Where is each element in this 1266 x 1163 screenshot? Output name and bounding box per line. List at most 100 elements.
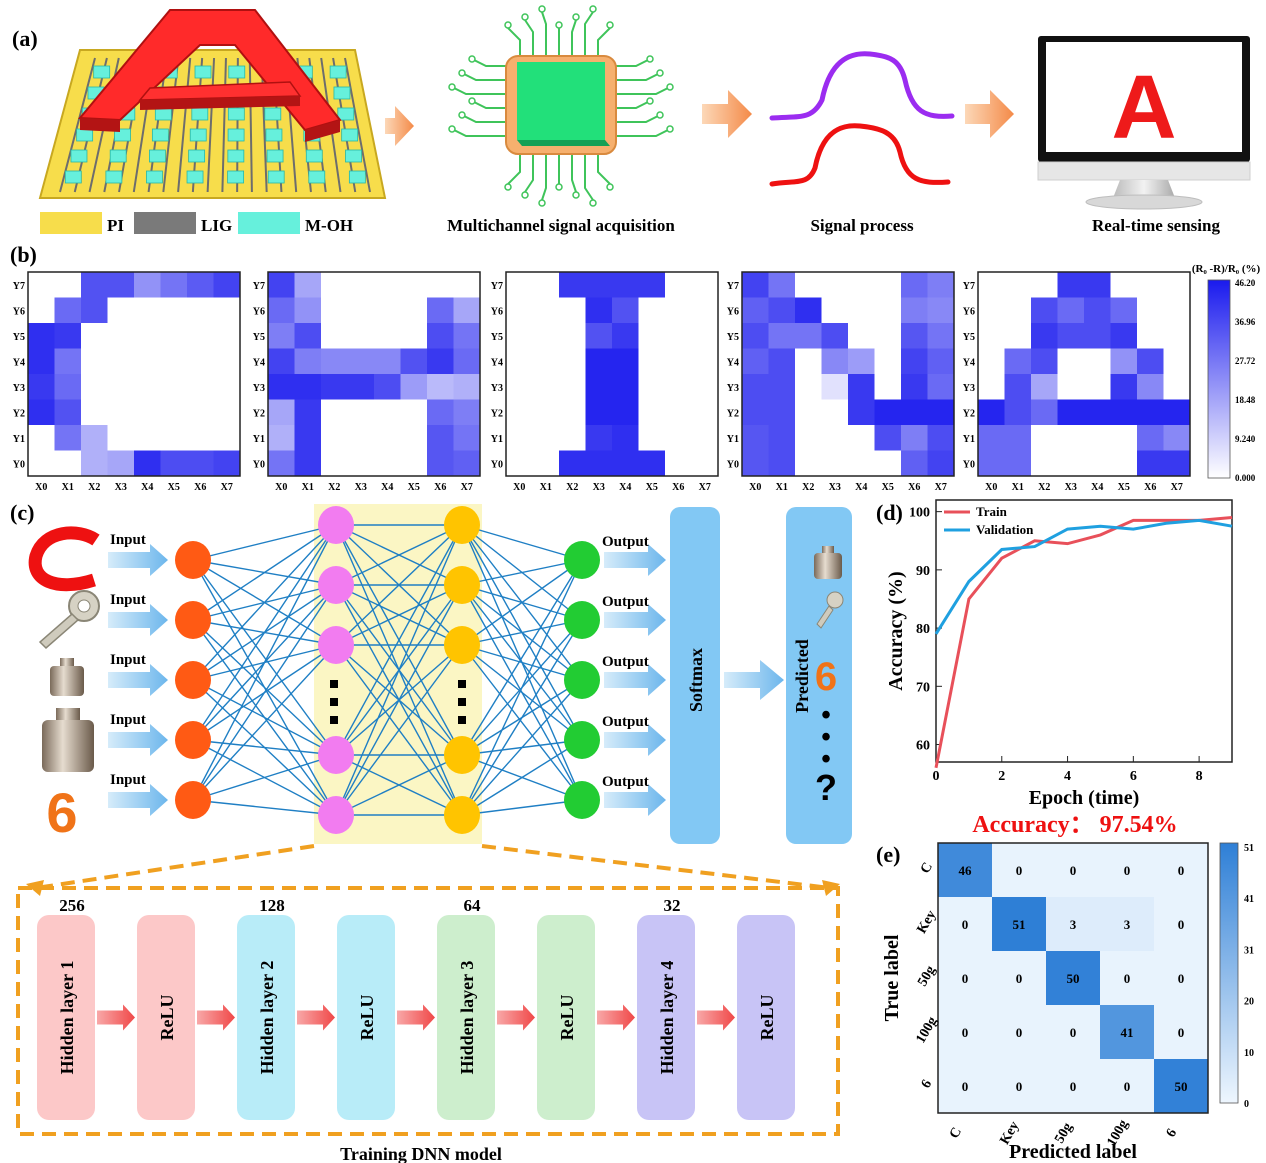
moh-pad bbox=[329, 65, 347, 79]
heatmap-a: Y7 Y6 Y5 Y4 Y3 Y2 Y1 Y0 X0 X1 X2 X3 X4 X5 X6 X7 bbox=[963, 271, 1191, 493]
heatmap-cell bbox=[768, 374, 796, 400]
confusion-cell bbox=[1046, 843, 1101, 898]
heatmap-y-tick: Y6 bbox=[253, 306, 265, 317]
heatmap-x-tick: X5 bbox=[408, 482, 420, 493]
chip-pin-end bbox=[504, 21, 512, 29]
heatmap-cell bbox=[1057, 297, 1085, 324]
heatmap-cell bbox=[28, 348, 55, 375]
heatmap-y-tick: Y0 bbox=[491, 459, 503, 470]
heatmap-x-tick: X4 bbox=[855, 482, 867, 493]
heatmap-cell bbox=[347, 348, 375, 375]
moh-pad bbox=[267, 170, 285, 184]
confusion-x-tick: C bbox=[947, 1125, 965, 1141]
heatmap-cell bbox=[107, 348, 135, 375]
heatmap-cell bbox=[927, 374, 955, 400]
moh-pad bbox=[265, 128, 283, 142]
heatmap-cell bbox=[848, 272, 875, 298]
input-arrow-label: Input bbox=[110, 772, 146, 788]
panel-a: (a) A PI LIG M-OH bbox=[12, 5, 1251, 235]
heatmap-cell bbox=[1084, 399, 1111, 426]
heatmap-cell bbox=[559, 348, 586, 375]
panel-c-label: (c) bbox=[10, 500, 34, 525]
heatmap-c: Y7 Y6 Y5 Y4 Y3 Y2 Y1 Y0 X0 X1 X2 X3 X4 X5 X6 X7 bbox=[13, 271, 241, 493]
heatmap-y-tick: Y0 bbox=[253, 459, 265, 470]
heatmap-cell bbox=[160, 297, 188, 324]
heatmap-cell bbox=[81, 348, 108, 375]
confusion-cell bbox=[1046, 1005, 1101, 1060]
heatmap-cell bbox=[187, 272, 214, 298]
input-letter-c-icon bbox=[28, 526, 100, 592]
network-edge bbox=[461, 559, 583, 586]
heatmap-cell bbox=[400, 323, 428, 349]
network-edge bbox=[461, 644, 583, 741]
lig-line bbox=[162, 57, 180, 193]
heatmap-cell bbox=[400, 374, 428, 400]
heatmap-y-tick: Y7 bbox=[727, 281, 739, 292]
heatmap-cell bbox=[691, 425, 719, 451]
heatmap-cell bbox=[665, 348, 692, 375]
heatmap-cell bbox=[107, 374, 135, 400]
heatmap-x-tick: X0 bbox=[35, 482, 47, 493]
confusion-value: 0 bbox=[1070, 1025, 1077, 1040]
predicted-key-icon bbox=[816, 591, 844, 629]
y-axis-label: Accuracy (%) bbox=[885, 571, 907, 690]
y-tick-label: 100 bbox=[909, 506, 930, 521]
heatmap-cell bbox=[213, 425, 241, 451]
heatmap-cell bbox=[506, 348, 533, 375]
heatmap-cell bbox=[506, 323, 533, 349]
input-objects: 6 bbox=[28, 526, 100, 844]
letter-a-object: A bbox=[77, 9, 342, 142]
heatmap-x-tick: X2 bbox=[328, 482, 340, 493]
heatmap-cell bbox=[268, 297, 295, 324]
confusion-value: 0 bbox=[962, 1079, 969, 1094]
heatmap-cell bbox=[1163, 323, 1191, 349]
heatmap-cell bbox=[559, 272, 586, 298]
heatmap-cell bbox=[874, 425, 902, 451]
heatmap-cell bbox=[1004, 348, 1032, 375]
dnn-layer-label: Hidden layer 2 bbox=[257, 961, 277, 1075]
heatmap-cell bbox=[160, 374, 188, 400]
heatmap-cell bbox=[532, 272, 560, 298]
heatmap-cell bbox=[795, 348, 822, 375]
heatmap-cell bbox=[1137, 272, 1164, 298]
heatmap-cell bbox=[506, 297, 533, 324]
heatmap-cell bbox=[559, 425, 586, 451]
dnn-layer-box bbox=[37, 915, 95, 1120]
heatmap-cell bbox=[400, 348, 428, 375]
heatmap-cell bbox=[374, 374, 401, 400]
legend-label-lig: LIG bbox=[201, 216, 232, 235]
moh-pad bbox=[70, 149, 88, 163]
heatmap-cell bbox=[427, 348, 454, 375]
chip-pin-right bbox=[616, 73, 659, 81]
moh-pad bbox=[154, 107, 172, 121]
heatmap-cell bbox=[81, 272, 108, 298]
heatmap-y-tick: Y1 bbox=[727, 434, 739, 445]
flow-arrow-2 bbox=[702, 90, 752, 138]
heatmap-cell bbox=[612, 425, 639, 451]
heatmap-x-tick: X4 bbox=[619, 482, 631, 493]
chip-pin-end bbox=[538, 5, 546, 13]
network-edge bbox=[335, 754, 463, 816]
heatmap-x-tick: X6 bbox=[194, 482, 206, 493]
network-edge bbox=[461, 559, 583, 646]
x-tick-label: 8 bbox=[1196, 769, 1203, 784]
heatmap-y-tick: Y5 bbox=[727, 332, 739, 343]
output-arrow bbox=[604, 724, 666, 756]
heatmap-cell bbox=[453, 399, 481, 426]
heatmap-cell bbox=[821, 348, 849, 375]
heatmap-cell bbox=[294, 272, 322, 298]
heatmap-cell bbox=[768, 323, 796, 349]
x-tick-label: 6 bbox=[1130, 769, 1137, 784]
moh-pad bbox=[109, 149, 127, 163]
colorbar-tick-label: 18.48 bbox=[1235, 395, 1256, 405]
heatmap-cell bbox=[453, 425, 481, 451]
output-arrow-label: Output bbox=[602, 594, 649, 610]
colorbar-tick-label: 0.000 bbox=[1235, 473, 1256, 483]
moh-pad bbox=[189, 128, 207, 142]
heatmap-cell bbox=[506, 450, 533, 477]
heatmap-cell bbox=[1031, 348, 1058, 375]
heatmap-cell bbox=[585, 399, 613, 426]
heatmap-cell bbox=[1110, 348, 1138, 375]
heatmap-h: Y7 Y6 Y5 Y4 Y3 Y2 Y1 Y0 X0 X1 X2 X3 X4 X5 X6 X7 bbox=[253, 271, 481, 493]
